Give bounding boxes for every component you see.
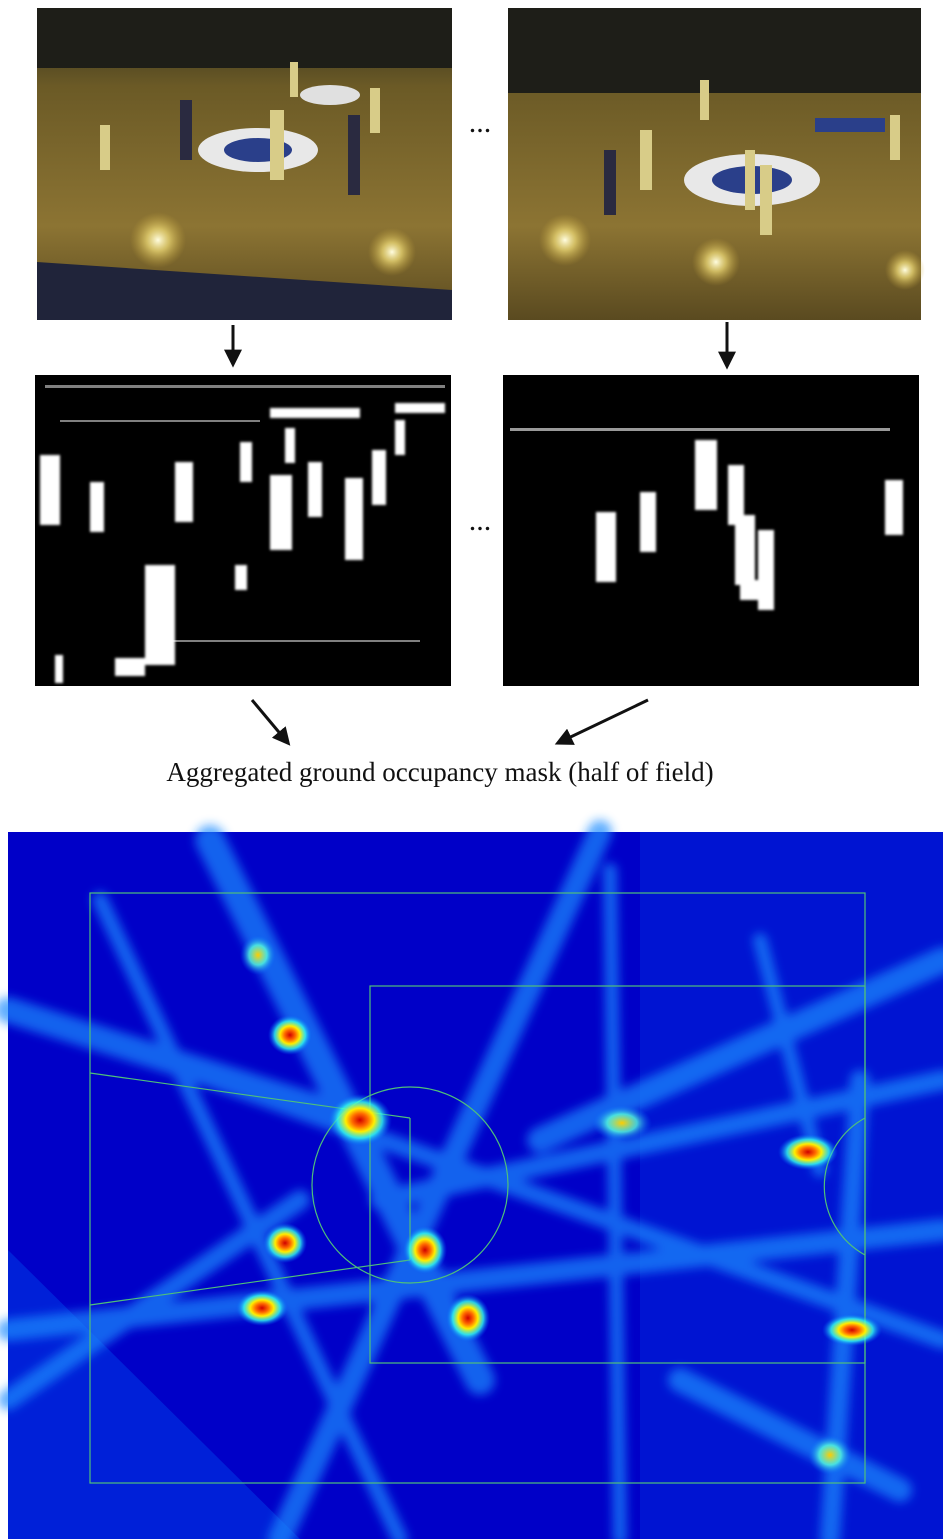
arrow	[558, 700, 648, 743]
foreground-mask	[503, 375, 919, 686]
figure: ... ... Aggregated ground occupancy ma	[0, 0, 943, 1539]
page: {"figure": {"ellipsis_top": "...", "elli…	[0, 0, 943, 1539]
occupancy-heatmap	[8, 832, 943, 1539]
camera-photo	[37, 8, 452, 320]
foreground-mask	[35, 375, 451, 686]
arrow	[252, 700, 288, 743]
ellipsis: ...	[469, 106, 492, 139]
caption: Aggregated ground occupancy mask (half o…	[166, 757, 713, 787]
camera-photo	[508, 8, 925, 320]
ellipsis: ...	[469, 504, 492, 537]
